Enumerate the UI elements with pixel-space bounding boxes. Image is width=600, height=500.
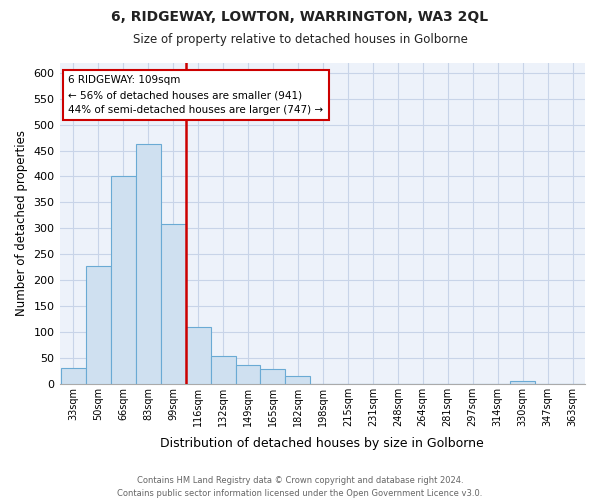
Bar — [510, 381, 535, 384]
Bar — [211, 356, 236, 384]
Bar — [61, 368, 86, 384]
Bar — [136, 144, 161, 384]
Bar — [260, 368, 286, 384]
Text: 6 RIDGEWAY: 109sqm
← 56% of detached houses are smaller (941)
44% of semi-detach: 6 RIDGEWAY: 109sqm ← 56% of detached hou… — [68, 76, 323, 115]
Bar — [286, 376, 310, 384]
Bar — [86, 266, 111, 384]
Text: Size of property relative to detached houses in Golborne: Size of property relative to detached ho… — [133, 32, 467, 46]
X-axis label: Distribution of detached houses by size in Golborne: Distribution of detached houses by size … — [160, 437, 484, 450]
Y-axis label: Number of detached properties: Number of detached properties — [15, 130, 28, 316]
Text: Contains HM Land Registry data © Crown copyright and database right 2024.
Contai: Contains HM Land Registry data © Crown c… — [118, 476, 482, 498]
Bar — [236, 364, 260, 384]
Bar — [111, 176, 136, 384]
Bar — [185, 328, 211, 384]
Text: 6, RIDGEWAY, LOWTON, WARRINGTON, WA3 2QL: 6, RIDGEWAY, LOWTON, WARRINGTON, WA3 2QL — [112, 10, 488, 24]
Bar — [161, 224, 185, 384]
